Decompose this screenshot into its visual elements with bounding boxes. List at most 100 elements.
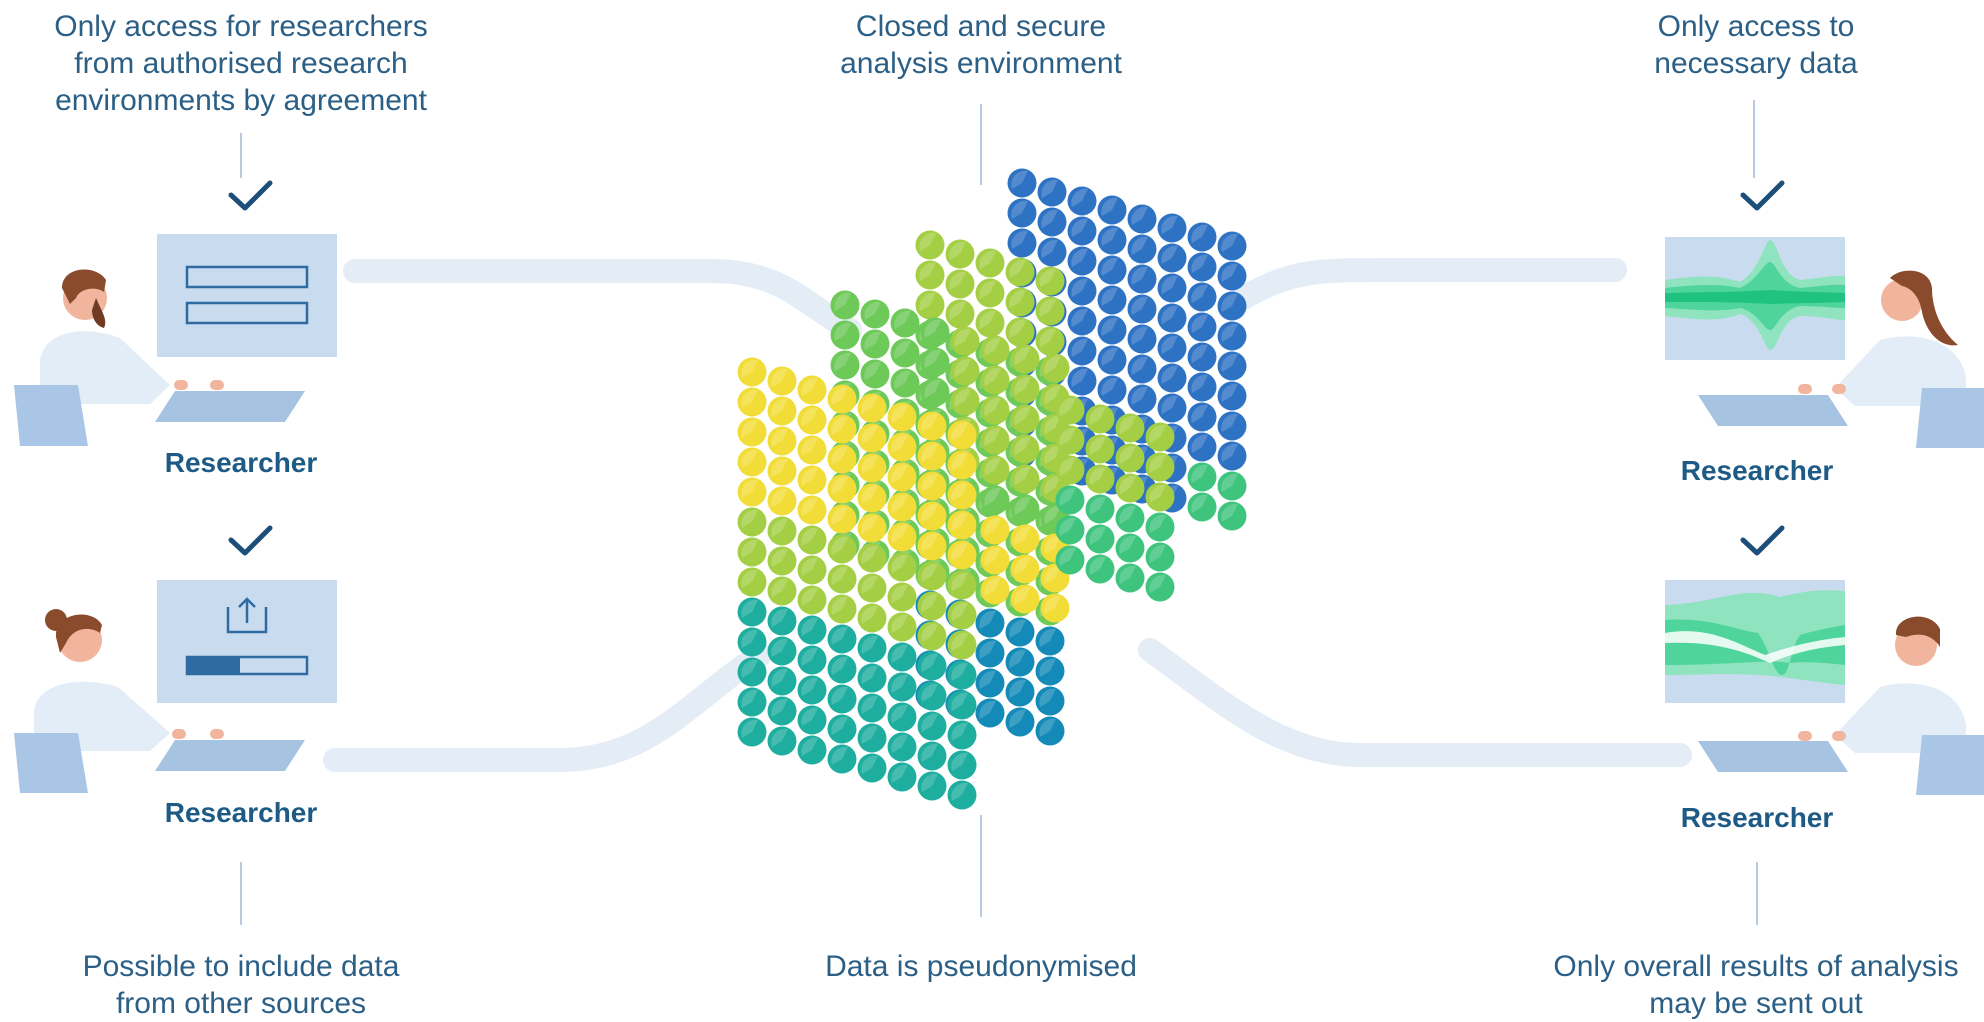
ball-highlight: [831, 746, 848, 765]
data-ball: [1157, 273, 1187, 303]
caption-overall-results: Only overall results of analysis may be …: [1553, 950, 1959, 1020]
ball-highlight: [861, 605, 878, 624]
ball-highlight: [924, 379, 941, 398]
researcher-label-bottom-left: Researcher: [164, 797, 318, 828]
researcher-woman-icon: [14, 609, 305, 793]
form-panel: [157, 234, 337, 357]
data-ball: [887, 732, 917, 762]
data-ball: [767, 486, 797, 516]
data-ball: [1115, 443, 1145, 473]
ball-highlight: [951, 512, 968, 531]
ball-highlight: [951, 452, 968, 471]
ball-highlight: [951, 482, 968, 501]
ball-highlight: [1119, 415, 1136, 434]
data-ball: [737, 567, 767, 597]
data-ball: [1217, 291, 1247, 321]
data-ball: [1085, 404, 1115, 434]
ball-highlight: [949, 241, 966, 260]
ball-highlight: [951, 752, 968, 771]
data-ball: [1127, 354, 1157, 384]
data-ball: [860, 329, 890, 359]
ball-highlight: [741, 479, 758, 498]
data-ball: [1157, 213, 1187, 243]
ball-highlight: [801, 437, 818, 456]
data-ball: [1040, 593, 1070, 623]
ball-highlight: [1039, 658, 1056, 677]
ball-highlight: [1131, 236, 1148, 255]
ball-highlight: [801, 527, 818, 546]
ball-highlight: [1191, 314, 1208, 333]
connector-top-left: [343, 259, 862, 342]
ball-highlight: [861, 545, 878, 564]
data-ball: [950, 386, 980, 416]
data-ball: [947, 660, 977, 690]
data-ball: [1187, 462, 1217, 492]
data-ball: [1067, 366, 1097, 396]
data-ball: [857, 513, 887, 543]
data-ball: [975, 638, 1005, 668]
ball-highlight: [921, 593, 938, 612]
data-ball: [1187, 372, 1217, 402]
ball-highlight: [921, 443, 938, 462]
data-ball: [1085, 434, 1115, 464]
ball-highlight: [1119, 565, 1136, 584]
data-ball: [1010, 584, 1040, 614]
data-ball: [1145, 482, 1175, 512]
data-ball: [980, 365, 1010, 395]
data-ball: [947, 720, 977, 750]
ball-highlight: [921, 563, 938, 582]
ball-highlight: [864, 301, 881, 320]
ball-highlight: [1059, 517, 1076, 536]
ball-highlight: [1039, 268, 1056, 287]
ball-highlight: [1009, 289, 1026, 308]
ball-highlight: [1161, 395, 1178, 414]
ball-highlight: [1014, 346, 1031, 365]
data-ball: [827, 384, 857, 414]
ball-highlight: [919, 262, 936, 281]
ball-highlight: [1131, 206, 1148, 225]
ball-highlight: [891, 554, 908, 573]
ball-highlight: [1041, 209, 1058, 228]
data-ball: [1187, 432, 1217, 462]
data-ball: [797, 405, 827, 435]
ball-highlight: [741, 509, 758, 528]
data-ball: [827, 624, 857, 654]
data-ball: [857, 663, 887, 693]
data-ball: [1115, 413, 1145, 443]
data-ball: [1127, 324, 1157, 354]
ball-highlight: [951, 542, 968, 561]
data-ball: [797, 645, 827, 675]
data-ball: [917, 711, 947, 741]
ball-highlight: [834, 322, 851, 341]
data-ball: [857, 543, 887, 573]
data-ball: [947, 630, 977, 660]
ball-highlight: [1059, 547, 1076, 566]
data-ball: [827, 654, 857, 684]
ball-highlight: [801, 647, 818, 666]
ball-highlight: [741, 539, 758, 558]
data-ball: [737, 597, 767, 627]
data-ball: [1055, 425, 1085, 455]
data-ball: [1187, 312, 1217, 342]
ball-highlight: [831, 536, 848, 555]
ball-highlight: [919, 292, 936, 311]
ball-highlight: [1044, 385, 1061, 404]
data-ball: [1005, 647, 1035, 677]
data-ball: [947, 750, 977, 780]
data-ball: [1007, 198, 1037, 228]
ball-highlight: [921, 713, 938, 732]
ball-highlight: [984, 427, 1001, 446]
ball-highlight: [1221, 293, 1238, 312]
ball-highlight: [894, 310, 911, 329]
ball-highlight: [1044, 535, 1061, 554]
ball-highlight: [861, 425, 878, 444]
ball-highlight: [1044, 475, 1061, 494]
data-ball: [890, 368, 920, 398]
ball-highlight: [771, 518, 788, 537]
data-ball: [917, 531, 947, 561]
ball-highlight: [1149, 514, 1166, 533]
data-ball: [980, 485, 1010, 515]
ball-highlight: [771, 668, 788, 687]
researcher-bottom-right-group: [1665, 525, 1984, 795]
data-ball: [1067, 216, 1097, 246]
